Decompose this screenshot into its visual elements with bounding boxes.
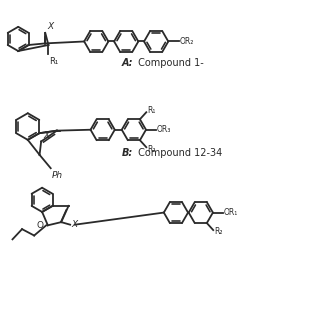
Text: Compound 1-: Compound 1-: [134, 58, 203, 68]
Text: Ph: Ph: [52, 171, 63, 180]
Text: B:: B:: [122, 148, 133, 158]
Text: Compound 12-34: Compound 12-34: [134, 148, 222, 158]
Text: O: O: [36, 221, 43, 230]
Text: A:: A:: [122, 58, 133, 68]
Text: X: X: [44, 131, 50, 140]
Text: X: X: [47, 22, 54, 31]
Text: OR₁: OR₁: [224, 208, 238, 217]
Text: OR₃: OR₃: [157, 125, 171, 134]
Text: R₂: R₂: [147, 145, 156, 154]
Text: R₁: R₁: [147, 106, 155, 115]
Text: OR₂: OR₂: [180, 37, 195, 46]
Text: X: X: [71, 220, 77, 229]
Text: R₂: R₂: [214, 228, 222, 236]
Text: R₁: R₁: [49, 57, 59, 66]
